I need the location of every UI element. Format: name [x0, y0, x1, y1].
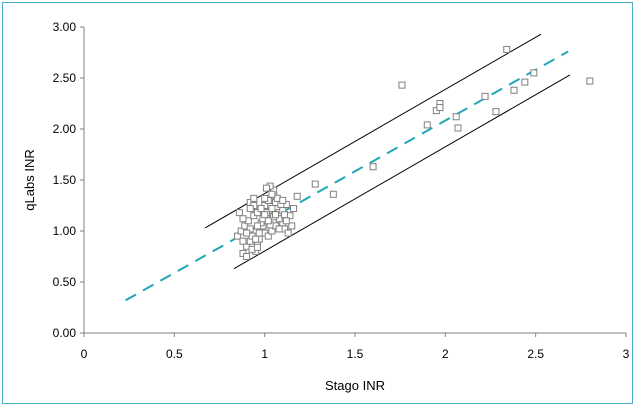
data-point [253, 222, 261, 230]
data-point [243, 253, 251, 260]
y-tick-label: 0.50 [53, 275, 77, 289]
data-point [398, 81, 406, 89]
data-point [243, 229, 251, 237]
data-point [235, 209, 243, 217]
data-point [329, 190, 337, 198]
data-point [250, 194, 258, 202]
data-point [282, 217, 290, 225]
x-tick-label: 3 [623, 347, 630, 361]
y-tick-label: 3.00 [53, 20, 77, 34]
data-point [255, 229, 263, 237]
data-point [261, 194, 269, 202]
chart-frame [2, 2, 633, 404]
regression-line [125, 50, 569, 302]
data-point [481, 92, 489, 100]
data-point [253, 209, 261, 217]
x-tick-label: 0.5 [166, 347, 183, 361]
data-point [239, 215, 247, 223]
data-point [510, 86, 518, 94]
y-tick-label: 2.00 [53, 122, 77, 136]
data-point [246, 205, 254, 213]
data-point [262, 184, 270, 192]
x-tick-label: 2 [442, 347, 449, 361]
data-point [288, 222, 296, 230]
x-tick-label: 1.5 [347, 347, 364, 361]
data-point [272, 211, 280, 219]
y-tick-label: 1.50 [53, 173, 77, 187]
data-point [234, 232, 242, 240]
data-point [423, 121, 431, 129]
data-point [284, 229, 292, 237]
data-point [268, 190, 276, 198]
data-point [436, 104, 444, 112]
data-points [234, 45, 594, 260]
data-point [252, 235, 260, 243]
y-tick-label: 0.00 [53, 326, 77, 340]
data-point [268, 205, 276, 213]
y-tick-label: 2.50 [53, 71, 77, 85]
y-tick-label: 1.00 [53, 224, 77, 238]
data-point [454, 124, 462, 132]
data-point [290, 205, 298, 213]
data-point [246, 225, 254, 233]
data-point [530, 69, 538, 77]
x-tick-label: 2.5 [527, 347, 544, 361]
data-point [279, 196, 287, 204]
x-axis-ticks: 0 0.5 1 1.5 2 2.5 3 [81, 333, 630, 361]
x-tick-label: 0 [81, 347, 88, 361]
x-tick-label: 1 [261, 347, 268, 361]
data-point [521, 78, 529, 86]
data-point [264, 217, 272, 225]
data-point [239, 237, 247, 245]
data-point [275, 225, 283, 233]
fit-lines [125, 33, 571, 302]
data-point [253, 243, 261, 251]
data-point [261, 211, 269, 219]
data-point [281, 211, 289, 219]
data-point [492, 108, 500, 116]
data-point [293, 192, 301, 200]
x-axis-label: Stago INR [325, 378, 385, 393]
y-axis-label: qLabs INR [22, 149, 37, 210]
data-point [452, 113, 460, 121]
data-point [257, 205, 265, 213]
data-point [586, 77, 594, 85]
data-point [503, 45, 511, 53]
upper-limit-line [204, 33, 542, 229]
y-axis-ticks: 0.00 0.50 1.00 1.50 2.00 2.50 3.00 [53, 20, 84, 340]
lower-limit-line [233, 74, 571, 270]
data-point [264, 232, 272, 240]
data-point [369, 163, 377, 171]
data-point [311, 180, 319, 188]
